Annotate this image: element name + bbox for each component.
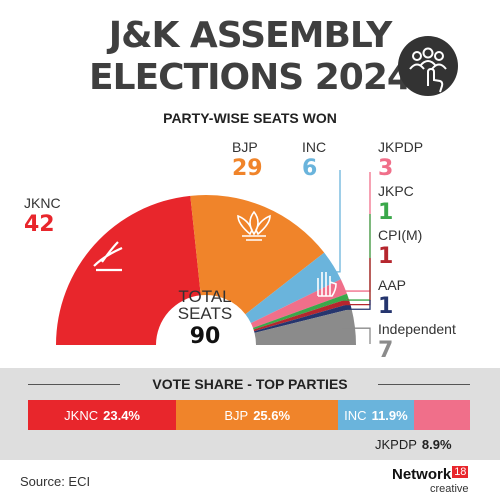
network18-logo: Network 18 creative — [392, 466, 469, 495]
vote-share-value-jkpdp: 8.9% — [421, 437, 452, 452]
party-seats-jknc: 42 — [24, 212, 55, 237]
logo-brand: Network — [392, 466, 452, 483]
vote-share-segment-inc: INC 11.9% — [338, 400, 414, 430]
logo-number: 18 — [452, 466, 469, 478]
vote-share-value-inc: 11.9% — [371, 407, 408, 423]
party-name-bjp: BJP — [232, 139, 258, 155]
vote-share-party-bjp: BJP — [224, 407, 249, 423]
vote-share-segment-jkpdp — [413, 400, 470, 430]
total-label-line-2: SEATS — [177, 304, 233, 323]
vote-share-party-inc: INC — [344, 407, 367, 423]
party-seats-aap: 1 — [378, 294, 394, 319]
slice-jkpc — [252, 293, 349, 330]
vote-share-party-jkpdp: JKPDP — [375, 437, 417, 452]
party-name-cpim: CPI(M) — [378, 227, 423, 243]
party-name-jknc: JKNC — [24, 195, 61, 211]
party-seats-cpim: 1 — [378, 244, 394, 269]
party-name-independent: Independent — [378, 321, 456, 337]
party-name-jkpdp: JKPDP — [378, 139, 424, 155]
vote-share-segment-jknc: JKNC 23.4% — [28, 400, 177, 430]
leader-line-jkpdp — [333, 172, 371, 292]
title-line-1: J&K ASSEMBLY — [108, 15, 393, 56]
party-seats-independent: 7 — [378, 338, 394, 363]
leader-line-inc — [323, 170, 341, 273]
party-name-aap: AAP — [378, 277, 407, 293]
chart-subtitle: PARTY-WISE SEATS WON — [163, 110, 337, 126]
bjp-lotus-icon — [237, 210, 271, 241]
leader-line-independent — [342, 327, 371, 344]
slice-aap — [254, 303, 352, 333]
vote-share-title: VOTE SHARE - TOP PARTIES — [152, 376, 348, 392]
vote-share-rule-left — [28, 384, 120, 385]
slice-bjp — [190, 195, 325, 315]
party-seats-jkpdp: 3 — [378, 156, 394, 181]
vote-share-value-bjp: 25.6% — [253, 407, 291, 423]
total-label-line-1: TOTAL — [178, 287, 232, 306]
vote-share-segment-bjp: BJP 25.6% — [176, 400, 339, 430]
source-note: Source: ECI — [20, 474, 91, 489]
slice-inc — [245, 252, 341, 324]
logo-sub: creative — [430, 483, 469, 495]
title-line-2: ELECTIONS 2024 — [89, 57, 412, 98]
total-seats-value: 90 — [189, 324, 221, 349]
vote-share-value-jknc: 23.4% — [103, 407, 140, 423]
vote-share-label-jkpdp: JKPDP 8.9% — [375, 437, 452, 452]
party-seats-bjp: 29 — [232, 156, 263, 181]
vote-share-party-jknc: JKNC — [64, 407, 99, 423]
slice-independent — [254, 308, 356, 345]
inc-hand-icon — [317, 272, 337, 297]
party-name-jkpc: JKPC — [378, 183, 414, 199]
vote-share-bar: JKNC 23.4% BJP 25.6% INC 11.9% — [28, 400, 470, 430]
slice-jkpdp — [250, 279, 347, 328]
jknc-plough-icon — [93, 241, 123, 272]
voting-hand-icon — [398, 36, 458, 96]
party-seats-jkpc: 1 — [378, 200, 394, 225]
party-name-inc: INC — [302, 139, 327, 155]
vote-share-rule-right — [378, 384, 470, 385]
slice-cpim — [253, 298, 351, 332]
party-seats-inc: 6 — [302, 156, 318, 181]
slice-jknc — [56, 195, 201, 345]
leader-line-aap — [339, 300, 371, 310]
total-seats-box: TOTAL SEATS 90 — [160, 288, 250, 349]
